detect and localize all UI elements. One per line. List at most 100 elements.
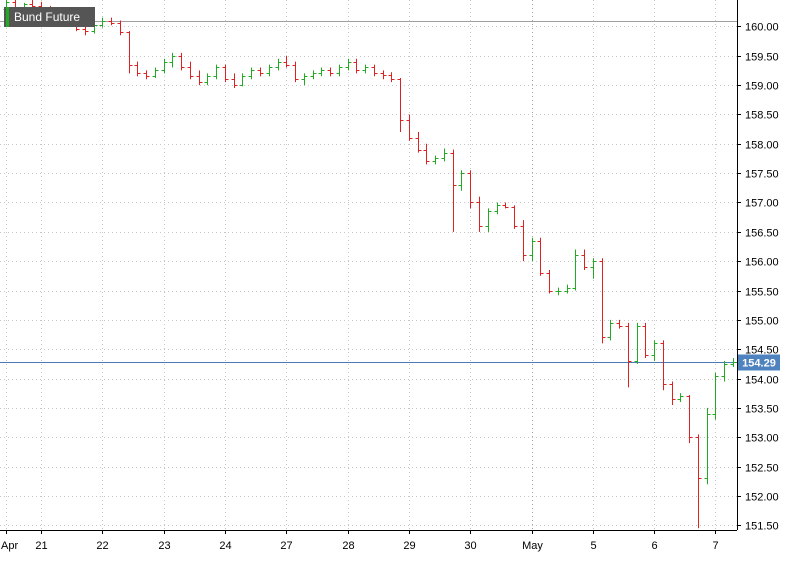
ohlc-bar — [625, 322, 632, 388]
ohlc-bar — [590, 258, 597, 279]
ohlc-bar — [187, 61, 194, 80]
ohlc-bar — [599, 258, 606, 344]
ohlc-bar — [388, 72, 395, 83]
y-tick-label: 158.00 — [745, 140, 779, 152]
x-tick-label: 29 — [403, 540, 415, 552]
price-tag-label: 154.29 — [742, 358, 776, 370]
ohlc-bar — [248, 67, 255, 80]
y-tick-label: 155.00 — [745, 316, 779, 328]
ohlc-bar — [196, 70, 203, 86]
y-tick-label: 152.00 — [745, 492, 779, 504]
ohlc-bar — [564, 284, 571, 294]
x-tick-label: Apr — [1, 540, 18, 552]
ohlc-bar — [99, 17, 106, 28]
x-tick-label: 27 — [280, 540, 292, 552]
x-tick-label: 24 — [219, 540, 231, 552]
ohlc-bar — [494, 202, 501, 215]
x-tick-label: 7 — [712, 540, 718, 552]
ohlc-bar — [353, 58, 360, 74]
ohlc-bar — [511, 205, 518, 229]
ohlc-bar — [327, 67, 334, 77]
ohlc-bar — [572, 249, 579, 291]
axes: 151.50 152.00 152.50 153.00 153.50 154.00 154.… — [0, 0, 779, 552]
ohlc-bar — [450, 149, 457, 232]
ohlc-bar — [301, 73, 308, 86]
ohlc-bar — [283, 55, 290, 68]
ohlc-bar — [318, 67, 325, 77]
ohlc-bar — [275, 58, 282, 71]
ohlc-bar — [651, 340, 658, 361]
ohlc-bars — [3, 0, 737, 529]
y-tick-label: 152.50 — [745, 463, 779, 475]
ohlc-bar — [371, 64, 378, 77]
ohlc-bar — [336, 64, 343, 77]
title-swatch — [6, 7, 9, 27]
price-tag-background — [738, 354, 780, 371]
ohlc-bar — [485, 208, 492, 232]
ohlc-bar — [695, 434, 702, 529]
ohlc-bar — [213, 64, 220, 80]
ohlc-bar — [704, 407, 711, 485]
ohlc-bar — [634, 322, 641, 364]
y-tick-label: 156.50 — [745, 228, 779, 240]
ohlc-bar — [712, 372, 719, 420]
last-price-tag: 154.29 — [738, 354, 780, 371]
ohlc-bar — [108, 17, 115, 26]
ohlc-bar — [441, 148, 448, 162]
title-background — [4, 7, 95, 27]
ohlc-bar — [669, 381, 676, 405]
ohlc-bar — [415, 132, 422, 153]
x-tick-label: May — [522, 540, 543, 552]
ohlc-bar — [537, 237, 544, 276]
ohlc-bar — [231, 73, 238, 89]
ohlc-bar — [310, 70, 317, 80]
y-tick-label: 156.00 — [745, 257, 779, 269]
y-tick-label: 160.00 — [745, 22, 779, 34]
y-tick-label: 155.50 — [745, 287, 779, 299]
y-tick-label: 153.00 — [745, 433, 779, 445]
ohlc-bar — [677, 393, 684, 403]
ohlc-bar — [476, 196, 483, 232]
ohlc-bar — [607, 319, 614, 341]
reference-lines — [0, 21, 737, 363]
y-tick-label: 158.50 — [745, 110, 779, 122]
ohlc-bar — [616, 319, 623, 329]
y-tick-label: 154.00 — [745, 375, 779, 387]
ohlc-bar — [502, 202, 509, 209]
ohlc-bar — [178, 52, 185, 71]
ohlc-bar — [458, 170, 465, 191]
grid-lines — [0, 0, 737, 530]
y-tick-label: 157.00 — [745, 198, 779, 210]
ohlc-bar — [721, 360, 728, 382]
ohlc-bar — [143, 70, 150, 80]
x-tick-label: 21 — [35, 540, 47, 552]
ohlc-bar — [686, 395, 693, 444]
ohlc-bar — [546, 269, 553, 294]
ohlc-bar — [292, 61, 299, 83]
ohlc-bar — [126, 31, 133, 74]
ohlc-bar — [239, 73, 246, 87]
chart-title-box: Bund Future — [4, 7, 95, 27]
x-tick-label: 22 — [96, 540, 108, 552]
ohlc-bar — [397, 78, 404, 133]
ohlc-bar — [345, 58, 352, 71]
ohlc-bar — [642, 322, 649, 359]
y-tick-label: 157.50 — [745, 169, 779, 181]
ohlc-bar — [380, 70, 387, 80]
ohlc-bar — [152, 67, 159, 79]
ohlc-bar — [520, 220, 527, 262]
ohlc-bar — [222, 64, 229, 83]
ohlc-bar — [169, 52, 176, 68]
ohlc-bar — [161, 58, 168, 74]
ohlc-bar — [467, 170, 474, 209]
y-tick-label: 154.50 — [745, 345, 779, 357]
y-tick-label: 153.50 — [745, 404, 779, 416]
ohlc-bar — [257, 67, 264, 77]
ohlc-bar — [134, 61, 141, 77]
ohlc-bar — [423, 143, 430, 165]
x-tick-label: 23 — [158, 540, 170, 552]
ohlc-bar — [555, 287, 562, 296]
ohlc-bar — [730, 358, 737, 367]
